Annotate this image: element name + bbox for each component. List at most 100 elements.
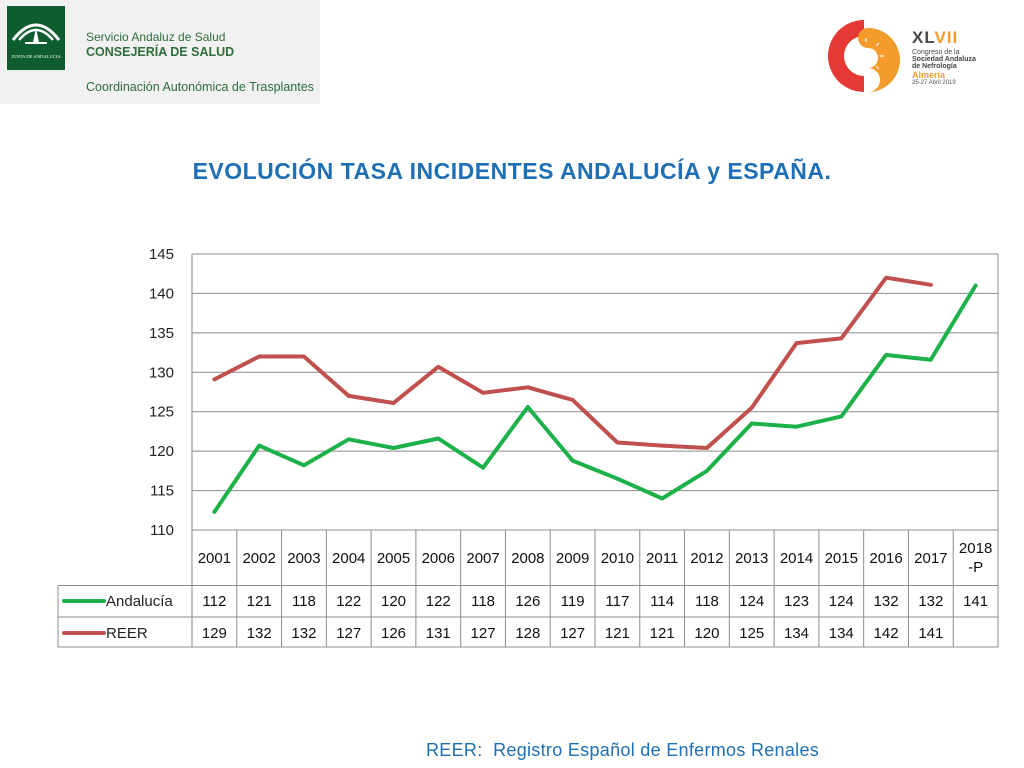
- x-category-label: 2013: [735, 550, 768, 567]
- data-point: [749, 421, 754, 426]
- data-table-cell: 132: [291, 625, 316, 642]
- data-point: [749, 405, 754, 410]
- data-table-cell: 134: [829, 625, 854, 642]
- data-point: [212, 377, 217, 382]
- sas-name: Servicio Andaluz de Salud: [86, 30, 226, 44]
- data-table-cell: 120: [381, 593, 406, 610]
- data-point: [570, 398, 575, 402]
- x-category-label: 2001: [198, 550, 231, 567]
- y-tick-label: 135: [149, 325, 174, 342]
- header-logo-congress: XLVII Congreso de la Sociedad Andaluza d…: [822, 16, 1002, 96]
- data-point: [212, 510, 217, 514]
- x-category-label: 2015: [825, 550, 858, 567]
- junta-andalucia-emblem: JUNTA DE ANDALUCIA: [7, 6, 65, 70]
- data-point: [705, 469, 709, 473]
- y-tick-label: 115: [150, 483, 174, 500]
- data-table-cell: 134: [784, 625, 809, 642]
- data-point: [257, 354, 261, 359]
- data-table-cell: 114: [650, 593, 674, 610]
- congress-line3: de Nefrología: [912, 63, 957, 70]
- data-point: [436, 364, 441, 369]
- data-table-cell: 118: [292, 593, 316, 610]
- x-category-label: 2002: [242, 550, 275, 567]
- data-table-cell: 122: [336, 593, 361, 610]
- data-point: [884, 353, 888, 357]
- data-point: [839, 414, 844, 419]
- data-point: [570, 458, 575, 463]
- consejeria-name: CONSEJERÍA DE SALUD: [86, 45, 235, 59]
- data-table-cell: 117: [605, 593, 629, 610]
- congress-city: Almería: [912, 70, 946, 80]
- data-point: [346, 394, 351, 398]
- data-table-cell: 127: [471, 625, 496, 642]
- data-table-cell: 125: [739, 625, 764, 642]
- coordinacion-name: Coordinación Autonómica de Trasplantes: [86, 80, 314, 94]
- data-table-cell: 127: [336, 625, 361, 642]
- data-point: [929, 282, 933, 287]
- congress-dates: 25-27 Abril 2019: [912, 80, 956, 86]
- data-table-cell: 112: [202, 593, 226, 610]
- data-table-cell: 131: [426, 625, 451, 642]
- x-category-label: 2006: [422, 550, 455, 567]
- data-point: [839, 336, 844, 341]
- x-category-label: 2005: [377, 550, 410, 567]
- data-table-cell: 124: [739, 593, 764, 610]
- data-table-cell: 118: [695, 593, 719, 610]
- data-point: [526, 385, 530, 390]
- data-point: [481, 390, 485, 395]
- y-tick-label: 120: [149, 443, 174, 460]
- data-point: [929, 357, 933, 362]
- y-tick-label: 110: [150, 522, 174, 539]
- data-table-cell: 129: [202, 625, 227, 642]
- x-category-label-line: -P: [968, 559, 983, 576]
- data-table-cell: 121: [247, 593, 272, 610]
- legend-label: Andalucía: [106, 593, 173, 610]
- x-category-label: 2004: [332, 550, 365, 567]
- data-table-cell: 127: [560, 625, 585, 642]
- data-point: [615, 476, 620, 481]
- y-tick-label: 145: [149, 246, 174, 263]
- x-category-label: 2009: [556, 550, 589, 567]
- x-category-label: 2007: [466, 550, 499, 567]
- page-title: EVOLUCIÓN TASA INCIDENTES ANDALUCÍA y ES…: [192, 158, 832, 184]
- data-point: [257, 443, 261, 448]
- congress-number-orange: VII: [934, 28, 959, 47]
- congress-line1: Congreso de la: [912, 49, 960, 56]
- data-point: [302, 463, 306, 468]
- data-point: [346, 437, 351, 442]
- congress-line2: Sociedad Andaluza: [912, 56, 976, 63]
- data-point: [660, 443, 664, 448]
- x-category-label: 2003: [287, 550, 320, 567]
- data-point: [615, 440, 620, 445]
- congress-emblem: [822, 18, 908, 94]
- data-table-cell: 120: [694, 625, 719, 642]
- data-point: [481, 465, 485, 470]
- data-point: [302, 354, 306, 359]
- data-table-cell: 132: [918, 593, 943, 610]
- data-point: [526, 405, 530, 409]
- data-table-cell: 126: [381, 625, 406, 642]
- x-category-label: 2014: [780, 550, 813, 567]
- y-tick-label: 140: [149, 285, 174, 302]
- data-table-cell: 132: [874, 593, 899, 610]
- data-table-cell: 121: [605, 625, 630, 642]
- data-point: [973, 283, 978, 288]
- congress-number: XLVII: [912, 28, 958, 48]
- x-category-label-line: 2018: [959, 540, 992, 557]
- data-table-cell: 141: [963, 593, 988, 610]
- x-category-label: 2017: [914, 550, 947, 567]
- data-point: [794, 341, 799, 345]
- congress-number-dark: XL: [912, 28, 935, 47]
- data-table-cell: 119: [561, 593, 585, 610]
- x-category-label: 2010: [601, 550, 634, 567]
- data-table-cell: 124: [829, 593, 854, 610]
- data-point: [436, 436, 441, 441]
- y-tick-label: 130: [149, 364, 174, 381]
- data-table-cell: 128: [515, 625, 540, 642]
- data-point: [391, 401, 396, 405]
- data-table-cell: 121: [650, 625, 675, 642]
- data-point: [794, 424, 799, 429]
- x-category-label: 2008: [511, 550, 544, 567]
- data-table-cell: 122: [426, 593, 451, 610]
